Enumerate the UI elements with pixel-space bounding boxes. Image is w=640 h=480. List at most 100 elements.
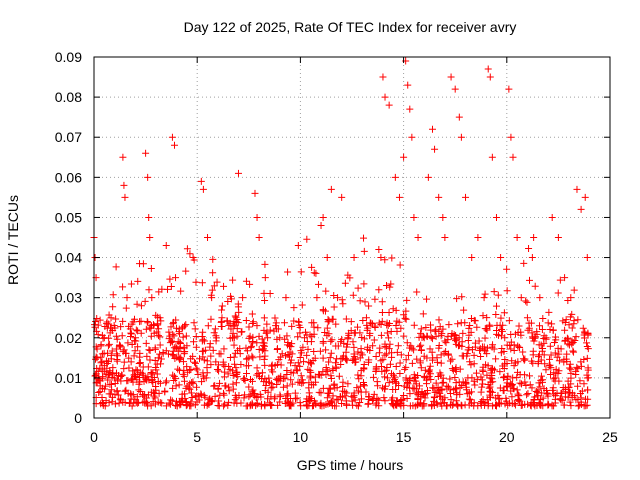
- data-point: [350, 254, 358, 262]
- data-point: [492, 213, 500, 221]
- data-point: [446, 401, 454, 409]
- data-point: [505, 85, 513, 93]
- data-point: [424, 387, 432, 395]
- data-point: [556, 276, 564, 284]
- data-point: [241, 377, 249, 385]
- y-tick-label: 0.07: [55, 129, 82, 145]
- data-point: [157, 317, 165, 325]
- data-point: [357, 367, 365, 375]
- data-point: [349, 291, 357, 299]
- data-point: [289, 369, 297, 377]
- data-point: [118, 332, 126, 340]
- data-point: [372, 353, 380, 361]
- data-point: [342, 356, 350, 364]
- data-point: [117, 396, 125, 404]
- data-point: [323, 394, 331, 402]
- data-point: [277, 361, 285, 369]
- data-point: [373, 378, 381, 386]
- data-point: [554, 289, 562, 297]
- data-point: [318, 402, 326, 410]
- data-point: [148, 294, 156, 302]
- data-point: [365, 393, 373, 401]
- data-point: [231, 321, 239, 329]
- data-point: [285, 402, 293, 410]
- data-point: [500, 309, 508, 317]
- data-point: [395, 318, 403, 326]
- data-point: [499, 374, 507, 382]
- data-point: [517, 294, 525, 302]
- data-point: [136, 318, 144, 326]
- data-point: [229, 385, 237, 393]
- data-point: [186, 385, 194, 393]
- data-point: [113, 350, 121, 358]
- data-point: [95, 389, 103, 397]
- data-point: [392, 385, 400, 393]
- data-point: [481, 334, 489, 342]
- data-point: [294, 359, 302, 367]
- data-point: [255, 345, 263, 353]
- data-point: [162, 379, 170, 387]
- data-point: [217, 350, 225, 358]
- data-point: [354, 402, 362, 410]
- data-point: [484, 362, 492, 370]
- data-point: [360, 382, 368, 390]
- data-point: [517, 328, 525, 336]
- data-point: [139, 260, 147, 268]
- data-point: [220, 345, 228, 353]
- data-point: [206, 343, 214, 351]
- data-point: [316, 371, 324, 379]
- data-point: [427, 376, 435, 384]
- data-point: [270, 327, 278, 335]
- data-point: [260, 314, 268, 322]
- data-point: [516, 379, 524, 387]
- data-point: [584, 374, 592, 382]
- data-point: [271, 314, 279, 322]
- data-point: [325, 317, 333, 325]
- data-point: [549, 386, 557, 394]
- data-point: [168, 397, 176, 405]
- data-point: [203, 401, 211, 409]
- data-point: [450, 386, 458, 394]
- data-point: [397, 351, 405, 359]
- data-point: [503, 375, 511, 383]
- data-point: [168, 338, 176, 346]
- data-point: [261, 260, 269, 268]
- data-point: [173, 402, 181, 410]
- data-point: [574, 316, 582, 324]
- data-point: [141, 390, 149, 398]
- data-point: [446, 385, 454, 393]
- data-point: [313, 294, 321, 302]
- data-point: [229, 371, 237, 379]
- data-point: [537, 372, 545, 380]
- data-point: [401, 314, 409, 322]
- data-point: [417, 346, 425, 354]
- data-point: [521, 371, 529, 379]
- data-point: [550, 338, 558, 346]
- data-point: [117, 377, 125, 385]
- data-point: [264, 395, 272, 403]
- data-point: [113, 387, 121, 395]
- data-point: [417, 364, 425, 372]
- data-point: [231, 391, 239, 399]
- data-point: [130, 352, 138, 360]
- data-point: [508, 393, 516, 401]
- data-point: [112, 263, 120, 271]
- data-point: [577, 362, 585, 370]
- data-point: [330, 303, 338, 311]
- data-point: [389, 305, 397, 313]
- data-point: [209, 346, 217, 354]
- data-point: [299, 343, 307, 351]
- data-point: [396, 370, 404, 378]
- data-point: [409, 384, 417, 392]
- data-point: [93, 378, 101, 386]
- data-point: [420, 400, 428, 408]
- data-point: [355, 387, 363, 395]
- data-point: [452, 332, 460, 340]
- data-point: [400, 391, 408, 399]
- data-point: [369, 342, 377, 350]
- data-point: [265, 374, 273, 382]
- data-point: [157, 355, 165, 363]
- data-point: [213, 366, 221, 374]
- data-point: [297, 402, 305, 410]
- data-point: [540, 339, 548, 347]
